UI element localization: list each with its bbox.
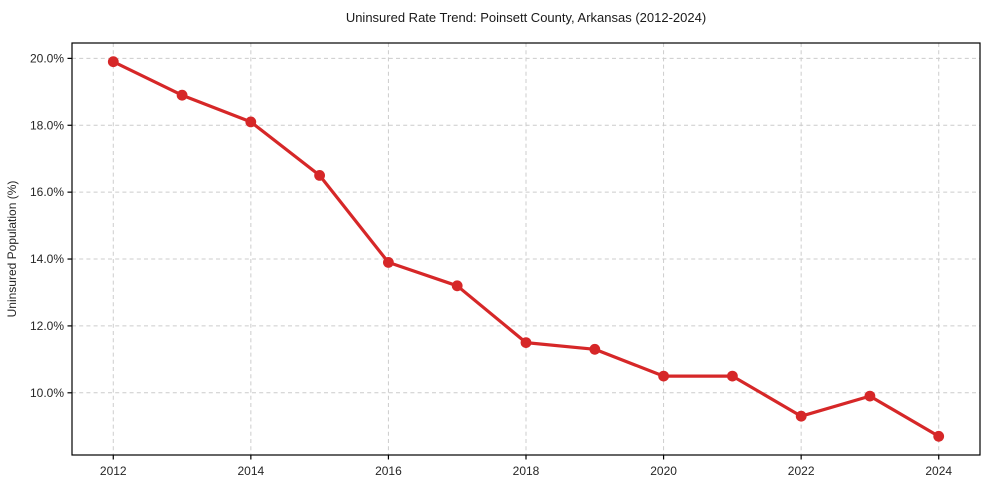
data-point-2019 bbox=[589, 343, 601, 355]
chart-title: Uninsured Rate Trend: Poinsett County, A… bbox=[346, 10, 706, 25]
x-tick-label: 2018 bbox=[513, 464, 540, 478]
y-tick-label: 18.0% bbox=[30, 118, 64, 132]
y-tick-label: 10.0% bbox=[30, 386, 64, 400]
data-point-2012 bbox=[107, 56, 119, 68]
y-tick-label: 14.0% bbox=[30, 252, 64, 266]
data-point-2016 bbox=[383, 257, 394, 268]
x-tick-label: 2012 bbox=[100, 464, 127, 478]
x-tick-label: 2022 bbox=[788, 464, 815, 478]
data-point-2014 bbox=[245, 116, 257, 128]
data-point-2018 bbox=[520, 337, 532, 348]
data-point-2023 bbox=[864, 390, 876, 402]
data-point-2020 bbox=[658, 370, 669, 382]
x-tick-label: 2020 bbox=[650, 464, 677, 478]
plot-area: 2012 2014 2016 2018 2020 2022 2024 10.0% 12.0% 14… bbox=[30, 42, 981, 478]
x-tick-label: 2014 bbox=[237, 464, 264, 478]
data-point-2024 bbox=[933, 430, 945, 442]
y-axis-label: Uninsured Population (%) bbox=[5, 181, 19, 318]
x-tick-label: 2016 bbox=[375, 464, 402, 478]
data-point-2022 bbox=[795, 410, 807, 422]
data-point-2013 bbox=[176, 89, 188, 101]
x-tick-label: 2024 bbox=[925, 464, 952, 478]
data-point-2017 bbox=[451, 280, 463, 292]
y-tick-label: 20.0% bbox=[30, 51, 64, 65]
data-point-2021 bbox=[727, 370, 738, 382]
data-point-2015 bbox=[314, 170, 325, 181]
y-tick-label: 12.0% bbox=[30, 319, 64, 333]
y-tick-label: 16.0% bbox=[30, 185, 64, 199]
